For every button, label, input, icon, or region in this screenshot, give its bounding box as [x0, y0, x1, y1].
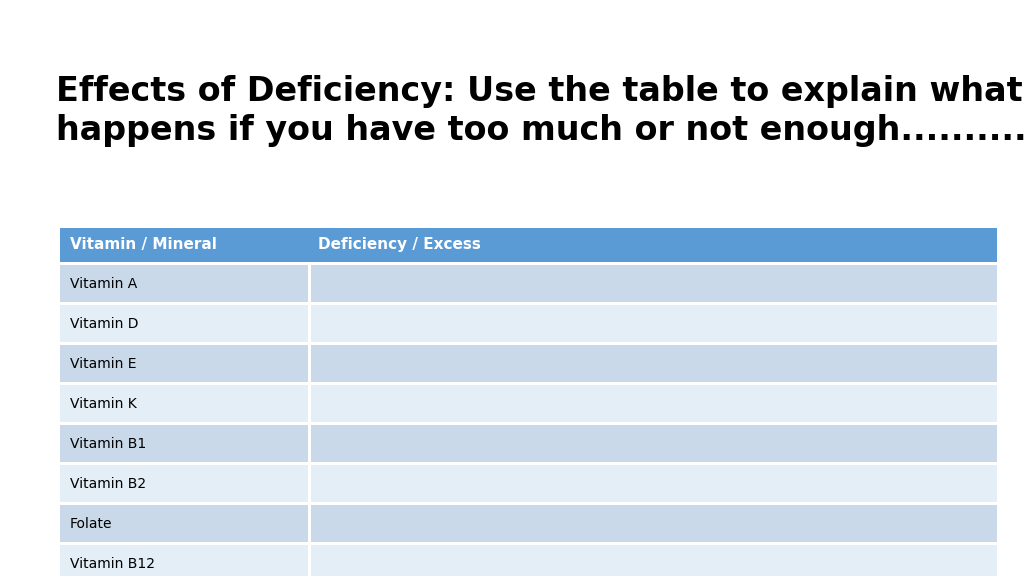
Bar	[308, 465, 311, 502]
Text: Vitamin A: Vitamin A	[70, 276, 137, 290]
Text: Vitamin D: Vitamin D	[70, 316, 138, 331]
Text: Effects of Deficiency: Use the table to explain what
happens if you have too muc: Effects of Deficiency: Use the table to …	[56, 75, 1024, 147]
Bar	[60, 345, 997, 382]
Bar	[308, 385, 311, 422]
Bar	[60, 265, 997, 302]
Bar	[60, 505, 997, 542]
Text: Vitamin B2: Vitamin B2	[70, 476, 146, 491]
Bar	[308, 345, 311, 382]
Bar	[308, 305, 311, 342]
Bar	[308, 505, 311, 542]
Text: Folate: Folate	[70, 517, 113, 530]
Bar	[308, 545, 311, 576]
Text: Vitamin / Mineral: Vitamin / Mineral	[70, 237, 217, 252]
Bar	[60, 305, 997, 342]
Bar	[308, 425, 311, 462]
Bar	[60, 228, 997, 262]
Bar	[60, 545, 997, 576]
Bar	[60, 425, 997, 462]
Bar	[60, 465, 997, 502]
Text: Deficiency / Excess: Deficiency / Excess	[318, 237, 481, 252]
Text: Vitamin K: Vitamin K	[70, 396, 137, 411]
Text: Vitamin E: Vitamin E	[70, 357, 136, 370]
Text: Vitamin B12: Vitamin B12	[70, 556, 155, 570]
Bar	[60, 385, 997, 422]
Text: Vitamin B1: Vitamin B1	[70, 437, 146, 450]
Bar	[308, 265, 311, 302]
